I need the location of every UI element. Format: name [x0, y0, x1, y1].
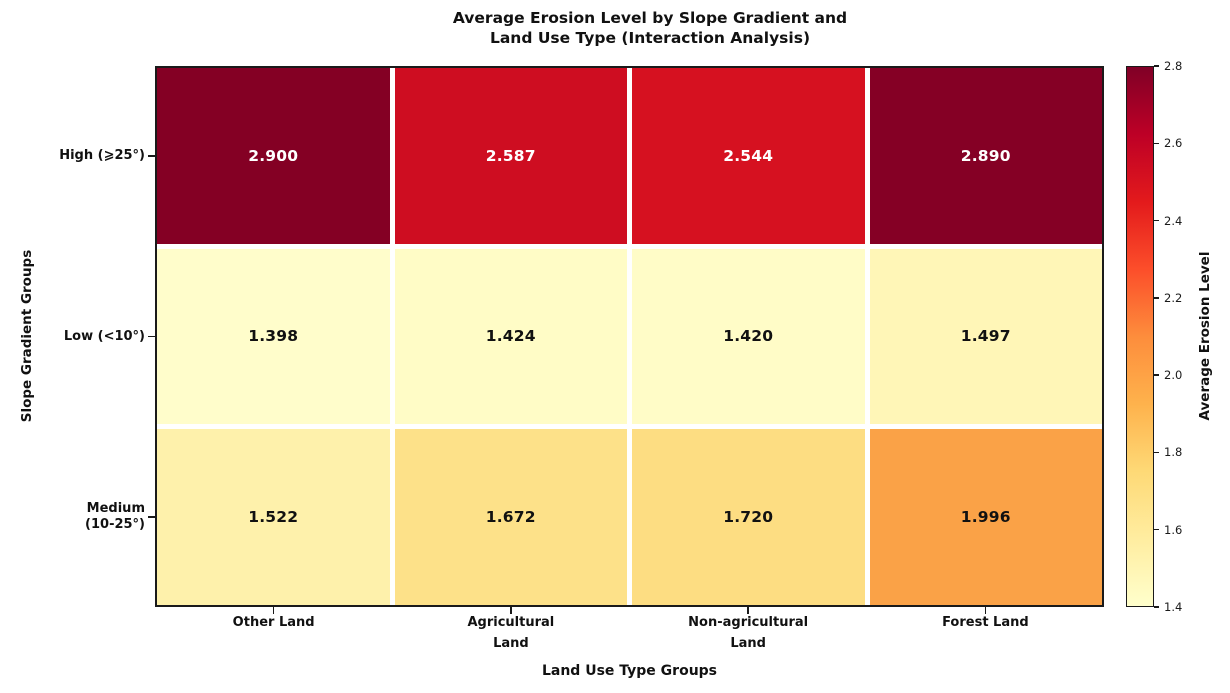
y-tick-label: Low (<10°) [63, 328, 145, 344]
colorbar-label: Average Erosion Level [1197, 251, 1213, 421]
heatmap-cell: 1.420 [632, 248, 865, 425]
tick-mark [1154, 374, 1159, 376]
heatmap-cell: 1.497 [869, 248, 1102, 425]
colorbar-tick-label: 2.6 [1164, 136, 1183, 151]
heatmap-cell: 2.900 [157, 68, 390, 244]
heatmap-plot-area: 2.900 2.587 2.544 2.890 1.398 1.424 1.420 1.497… [155, 66, 1104, 607]
y-axis-title: Slope Gradient Groups [19, 249, 35, 423]
x-tick-label: Forest Land [942, 615, 1029, 630]
colorbar-tick-label: 2.2 [1164, 290, 1183, 305]
y-tick-label: Medium (10-25°) [85, 500, 145, 532]
chart-title-line2: Land Use Type (Interaction Analysis) [489, 28, 811, 47]
tick-mark [1154, 451, 1159, 454]
tick-mark [148, 516, 155, 518]
tick-mark [1154, 528, 1159, 531]
colorbar-tick-label: 1.6 [1164, 522, 1183, 537]
tick-mark [148, 335, 155, 338]
tick-mark [1154, 142, 1159, 145]
tick-mark [984, 607, 987, 614]
heatmap-cell: 2.890 [869, 68, 1102, 244]
tick-mark [148, 155, 155, 157]
colorbar-tick-label: 2.8 [1164, 59, 1183, 73]
colorbar-tick-label: 1.8 [1164, 445, 1183, 460]
heatmap-cell: 2.587 [394, 68, 627, 244]
x-tick-label: Other Land [232, 615, 315, 630]
heatmap-cell: 1.424 [394, 248, 627, 425]
chart-title-line1: Average Erosion Level by Slope Gradient … [452, 9, 848, 27]
colorbar-tick-label: 2.4 [1164, 213, 1183, 228]
x-tick-label: Agricultural Land [467, 615, 555, 651]
x-axis-title: Land Use Type Groups [541, 663, 718, 679]
tick-mark [272, 607, 275, 614]
heatmap-cell: 1.720 [632, 429, 865, 605]
tick-mark [1154, 297, 1159, 299]
tick-mark [1154, 606, 1159, 608]
x-tick-label: Non-agricultural Land [688, 615, 809, 651]
colorbar-tick-label: 1.4 [1164, 600, 1183, 614]
tick-mark [747, 607, 749, 614]
heatmap-cell: 2.544 [632, 68, 865, 244]
tick-mark [1154, 219, 1159, 222]
heatmap-cell: 1.996 [869, 429, 1102, 605]
colorbar [1126, 66, 1154, 607]
heatmap-cell: 1.672 [394, 429, 627, 605]
colorbar-tick-label: 2.0 [1164, 368, 1183, 383]
heatmap-cell: 1.398 [157, 248, 390, 425]
chart-title: Average Erosion Level by Slope Gradient … [155, 9, 1145, 48]
heatmap-cell: 1.522 [157, 429, 390, 605]
tick-mark [510, 607, 512, 614]
tick-mark [1154, 65, 1159, 67]
y-tick-label: High (⩾25°) [59, 148, 145, 164]
